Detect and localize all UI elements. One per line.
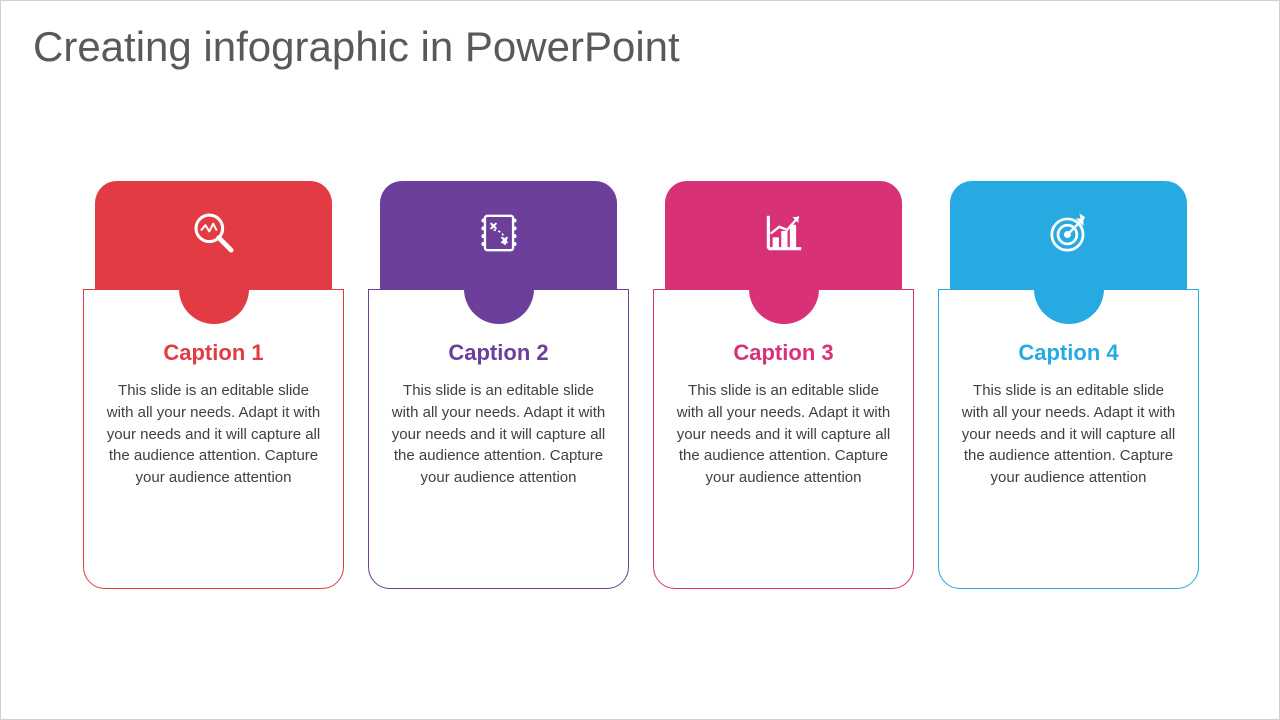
card-tab-1 [95, 181, 332, 289]
analysis-magnifier-icon [189, 208, 239, 263]
card-body-4: Caption 4 This slide is an editable slid… [938, 289, 1199, 589]
card-caption-1: Caption 1 [106, 340, 321, 366]
slide-title: Creating infographic in PowerPoint [33, 23, 680, 71]
card-body-2: Caption 2 This slide is an editable slid… [368, 289, 629, 589]
card-description-4: This slide is an editable slide with all… [961, 380, 1176, 489]
card-caption-4: Caption 4 [961, 340, 1176, 366]
card-description-1: This slide is an editable slide with all… [106, 380, 321, 489]
card-tab-2 [380, 181, 617, 289]
card-caption-3: Caption 3 [676, 340, 891, 366]
card-description-2: This slide is an editable slide with all… [391, 380, 606, 489]
card-caption-2: Caption 2 [391, 340, 606, 366]
growth-chart-icon [759, 208, 809, 263]
card-tab-4 [950, 181, 1187, 289]
card-tab-3 [665, 181, 902, 289]
card-body-1: Caption 1 This slide is an editable slid… [83, 289, 344, 589]
card-body-3: Caption 3 This slide is an editable slid… [653, 289, 914, 589]
target-icon [1044, 208, 1094, 263]
strategy-board-icon [474, 208, 524, 263]
slide-container: Creating infographic in PowerPoint Capti… [0, 0, 1280, 720]
card-description-3: This slide is an editable slide with all… [676, 380, 891, 489]
